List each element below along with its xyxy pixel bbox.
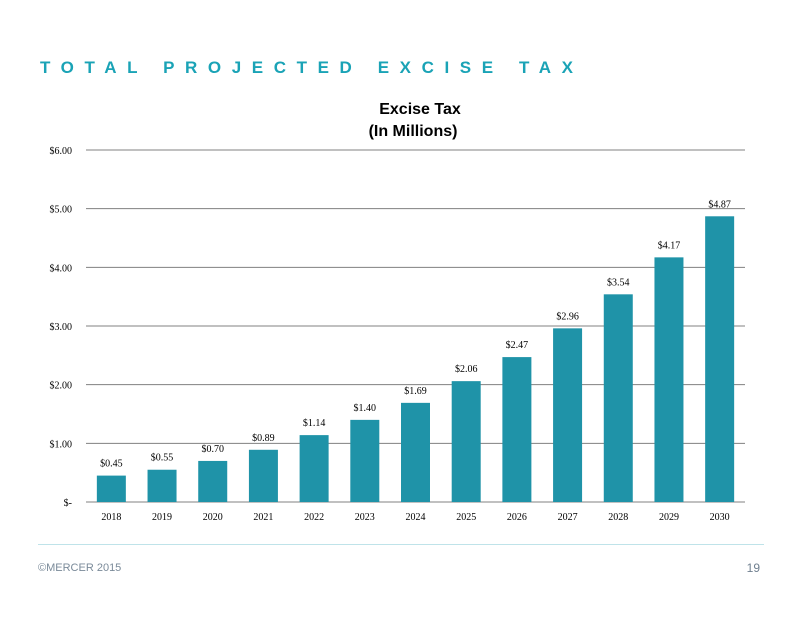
data-label: $1.69	[404, 386, 427, 397]
x-tick-label: 2023	[355, 512, 375, 523]
data-labels: $0.45 $0.55 $0.70 $0.89 $1.14 $1.40 $1.69 $2.06…	[100, 199, 731, 469]
footer-divider	[38, 544, 764, 545]
y-tick-label: $3.00	[50, 322, 73, 333]
x-tick-label: 2024	[406, 512, 426, 523]
x-tick-label: 2018	[101, 512, 121, 523]
x-tick-label: 2029	[659, 512, 679, 523]
chart-title-line-1: Excise Tax	[379, 101, 461, 118]
x-tick-label: 2020	[203, 512, 223, 523]
data-label: $1.40	[354, 403, 377, 414]
data-label: $0.89	[252, 433, 275, 444]
bar	[350, 419, 380, 502]
chart-title-line-2: (In Millions)	[369, 123, 458, 140]
y-tick-label: $-	[64, 498, 72, 509]
copyright-text: ©MERCER 2015	[38, 562, 122, 574]
data-label: $0.70	[201, 444, 224, 455]
x-tick-label: 2025	[456, 512, 476, 523]
x-tick-label: 2026	[507, 512, 527, 523]
data-label: $2.96	[556, 311, 579, 322]
page-number: 19	[746, 561, 760, 575]
slide-title: TOTAL PROJECTED EXCISE TAX	[40, 58, 584, 77]
bar	[198, 460, 228, 502]
bar	[451, 381, 481, 502]
data-label: $2.06	[455, 364, 478, 375]
y-tick-label: $2.00	[50, 381, 73, 392]
y-axis-ticks: $- $1.00 $2.00 $3.00 $4.00 $5.00 $6.00	[50, 146, 73, 509]
bar	[147, 469, 177, 502]
x-tick-label: 2019	[152, 512, 172, 523]
data-label: $0.45	[100, 459, 123, 470]
x-tick-label: 2022	[304, 512, 324, 523]
x-tick-label: 2027	[558, 512, 578, 523]
bar	[299, 435, 329, 502]
x-tick-label: 2030	[710, 512, 730, 523]
bar	[654, 257, 684, 502]
data-label: $1.14	[303, 418, 326, 429]
x-axis-ticks: 2018 2019 2020 2021 2022 2023 2024 2025 2026 2027…	[101, 512, 729, 523]
bar	[96, 475, 126, 502]
y-tick-label: $6.00	[50, 146, 73, 157]
bar	[553, 328, 583, 502]
bars	[96, 216, 735, 502]
y-tick-label: $5.00	[50, 205, 73, 216]
bar	[603, 294, 633, 502]
bar	[401, 402, 430, 502]
bar	[248, 449, 278, 502]
data-label: $3.54	[607, 277, 630, 288]
data-label: $0.55	[151, 453, 174, 464]
data-label: $4.17	[658, 240, 681, 251]
bar	[705, 216, 735, 502]
y-tick-label: $1.00	[50, 439, 73, 450]
x-tick-label: 2021	[253, 512, 273, 523]
bar	[502, 357, 532, 502]
excise-tax-chart: Excise Tax (In Millions) $- $1.00 $2.00 $3.…	[50, 101, 745, 523]
x-tick-label: 2028	[608, 512, 628, 523]
y-tick-label: $4.00	[50, 263, 73, 274]
data-label: $2.47	[506, 340, 529, 351]
data-label: $4.87	[708, 199, 731, 210]
